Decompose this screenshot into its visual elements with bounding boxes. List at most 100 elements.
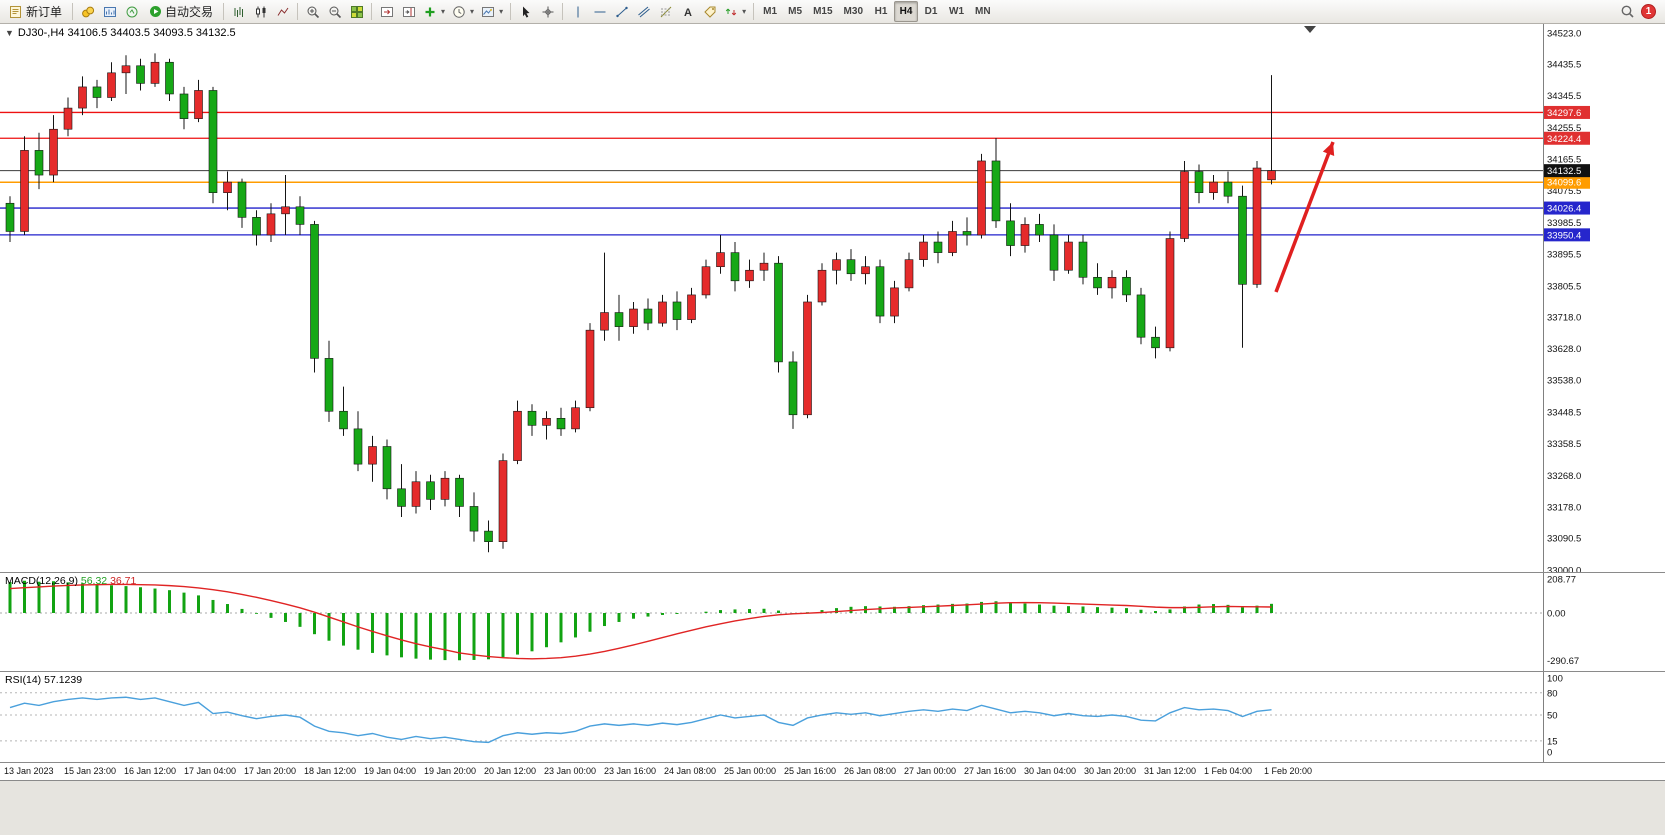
timeframe-w1-button[interactable]: W1 xyxy=(944,1,969,22)
svg-text:34099.6: 34099.6 xyxy=(1547,178,1581,189)
coins-button[interactable] xyxy=(77,1,98,22)
macd-panel[interactable]: 208.77 0.00 -290.67 MACD(12,26,9) 56.32 36… xyxy=(0,573,1665,672)
chart-shift-marker xyxy=(1304,26,1316,33)
auto-scroll-button[interactable] xyxy=(376,1,397,22)
timeframe-h1-button[interactable]: H1 xyxy=(869,1,893,22)
svg-text:34523.0: 34523.0 xyxy=(1547,28,1581,39)
time-label: 1 Feb 04:00 xyxy=(1204,766,1253,776)
market-watch-icon xyxy=(103,6,116,17)
vertical-line-button[interactable] xyxy=(567,1,588,22)
time-label: 15 Jan 23:00 xyxy=(64,766,117,776)
toolbar-separator xyxy=(72,3,74,20)
timeframe-d1-button[interactable]: D1 xyxy=(919,1,943,22)
crosshair-button[interactable] xyxy=(537,1,558,22)
rsi-line xyxy=(9,696,1272,744)
time-label: 23 Jan 16:00 xyxy=(604,766,657,776)
new-order-button[interactable]: 新订单 xyxy=(3,1,68,22)
toolbar-separator xyxy=(510,3,512,20)
timeframe-h4-button[interactable]: H4 xyxy=(894,1,918,22)
svg-text:208.77: 208.77 xyxy=(1547,574,1576,585)
svg-text:100: 100 xyxy=(1547,674,1563,685)
indicators-button[interactable]: ▾ xyxy=(420,1,448,22)
auto-trading-button[interactable]: 自动交易 xyxy=(143,1,219,22)
svg-text:33718.0: 33718.0 xyxy=(1547,312,1581,323)
time-label: 27 Jan 16:00 xyxy=(964,766,1017,776)
bar-chart-icon xyxy=(234,6,243,17)
timeframe-mn-button[interactable]: MN xyxy=(970,1,996,22)
chart-shift-button[interactable] xyxy=(398,1,419,22)
market-watch-button[interactable] xyxy=(99,1,120,22)
new-order-label: 新订单 xyxy=(26,5,63,19)
svg-text:34345.5: 34345.5 xyxy=(1547,91,1581,102)
periods-button[interactable]: ▾ xyxy=(449,1,477,22)
svg-text:33805.5: 33805.5 xyxy=(1547,281,1581,292)
rsi-panel[interactable]: 100 80 50 15 0 RSI(14) 57.1239 xyxy=(0,672,1665,763)
dropdown-caret-icon: ▾ xyxy=(441,7,446,16)
search-button[interactable] xyxy=(1617,1,1638,22)
text-button[interactable]: A xyxy=(677,1,698,22)
templates-button[interactable]: ▾ xyxy=(478,1,506,22)
fibonacci-button[interactable] xyxy=(655,1,676,22)
time-label: 16 Jan 12:00 xyxy=(124,766,177,776)
cursor-button[interactable] xyxy=(515,1,536,22)
zoom-out-button[interactable] xyxy=(324,1,345,22)
arrows-button[interactable]: ▾ xyxy=(721,1,749,22)
tile-windows-icon xyxy=(350,5,363,18)
timeframe-m5-button[interactable]: M5 xyxy=(783,1,807,22)
timeframe-m15-button[interactable]: M15 xyxy=(808,1,837,22)
toolbar-separator xyxy=(562,3,564,20)
candlestick-button[interactable] xyxy=(250,1,271,22)
time-label: 20 Jan 12:00 xyxy=(484,766,537,776)
time-label: 27 Jan 00:00 xyxy=(904,766,957,776)
svg-text:34297.6: 34297.6 xyxy=(1547,108,1581,119)
line-chart-button[interactable] xyxy=(272,1,293,22)
main-chart-panel[interactable]: 34523.0 34435.5 34345.5 34255.5 34165.5 34075… xyxy=(0,24,1665,573)
data-window-icon xyxy=(126,6,138,17)
time-label: 24 Jan 08:00 xyxy=(664,766,717,776)
channel-button[interactable] xyxy=(633,1,654,22)
fibonacci-icon xyxy=(660,6,671,17)
data-window-button[interactable] xyxy=(121,1,142,22)
new-order-icon xyxy=(10,5,21,18)
svg-text:33985.5: 33985.5 xyxy=(1547,218,1581,229)
notification-badge[interactable]: 1 xyxy=(1641,4,1656,19)
svg-text:A: A xyxy=(684,7,692,19)
svg-text:34435.5: 34435.5 xyxy=(1547,59,1581,70)
svg-text:33895.5: 33895.5 xyxy=(1547,250,1581,261)
time-label: 1 Feb 20:00 xyxy=(1264,766,1313,776)
candlestick-icon xyxy=(255,6,266,17)
macd-signal-line xyxy=(9,583,1272,660)
search-icon xyxy=(1621,5,1634,18)
trendline-button[interactable] xyxy=(611,1,632,22)
cursor-icon xyxy=(522,6,530,18)
label-button[interactable] xyxy=(699,1,720,22)
arrows-icon xyxy=(725,8,737,15)
svg-text:34075.5: 34075.5 xyxy=(1547,186,1581,197)
channel-icon xyxy=(637,6,650,17)
svg-text:34255.5: 34255.5 xyxy=(1547,123,1581,134)
toolbar-separator xyxy=(753,3,755,20)
dropdown-caret-icon: ▾ xyxy=(470,7,475,16)
svg-text:0.00: 0.00 xyxy=(1547,609,1566,620)
svg-text:33538.0: 33538.0 xyxy=(1547,376,1581,387)
templates-icon xyxy=(482,6,495,17)
svg-text:33000.0: 33000.0 xyxy=(1547,565,1581,572)
macd-histogram xyxy=(8,580,1273,661)
tile-windows-button[interactable] xyxy=(346,1,367,22)
text-icon: A xyxy=(684,7,692,19)
svg-text:0: 0 xyxy=(1547,748,1552,759)
horizontal-line-button[interactable] xyxy=(589,1,610,22)
bar-chart-button[interactable] xyxy=(228,1,249,22)
zoom-in-button[interactable] xyxy=(302,1,323,22)
time-label: 23 Jan 00:00 xyxy=(544,766,597,776)
time-axis[interactable]: 13 Jan 2023 15 Jan 23:00 16 Jan 12:00 17 Ja… xyxy=(0,763,1665,781)
svg-text:33178.0: 33178.0 xyxy=(1547,503,1581,514)
timeframe-m30-button[interactable]: M30 xyxy=(839,1,868,22)
timeframe-m1-button[interactable]: M1 xyxy=(758,1,782,22)
svg-text:15: 15 xyxy=(1547,736,1558,747)
time-label: 13 Jan 2023 xyxy=(4,766,54,776)
zoom-in-icon xyxy=(307,6,319,18)
time-label: 25 Jan 16:00 xyxy=(784,766,837,776)
